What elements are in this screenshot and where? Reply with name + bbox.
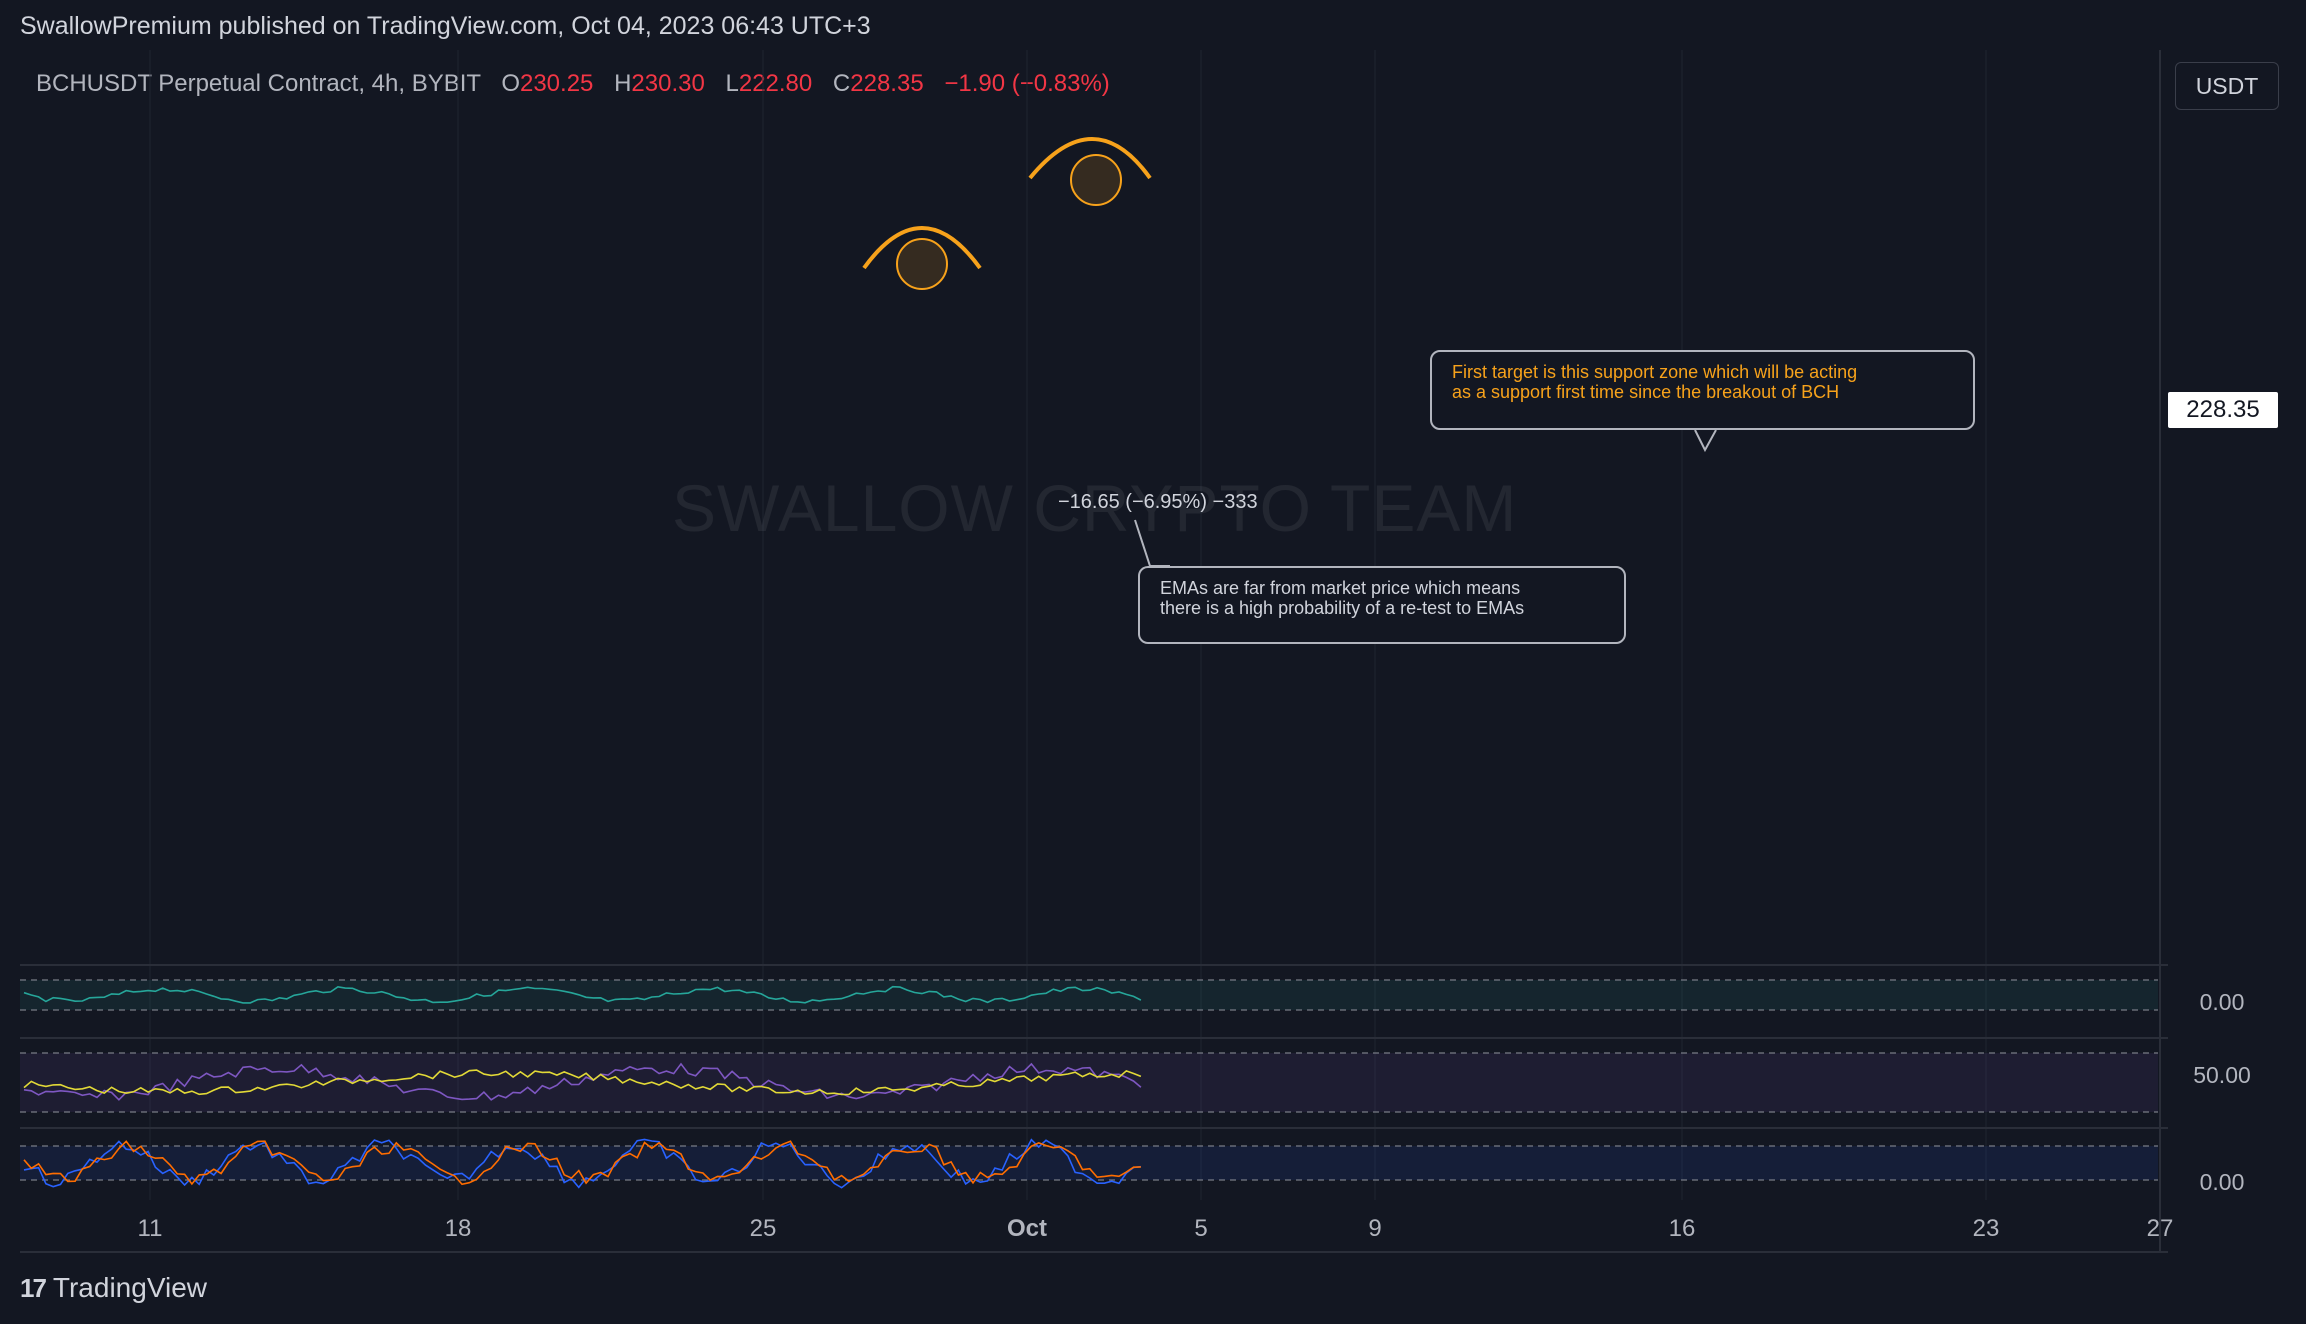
high-value: 230.30 — [631, 70, 705, 97]
x-tick-label: 9 — [1368, 1215, 1381, 1242]
rsi-line — [23, 1062, 1142, 1101]
close-value: 228.35 — [850, 70, 924, 97]
rsi-pane-band — [20, 1053, 2158, 1112]
published-by: SwallowPremium published on TradingView.… — [20, 12, 871, 40]
x-tick-label: Oct — [1007, 1215, 1047, 1242]
ema-note[interactable]: EMAs are far from market price which mea… — [1138, 566, 1626, 644]
open-label: O — [501, 70, 520, 97]
tradingview-brand: TradingView — [52, 1272, 208, 1303]
tradingview-logo[interactable]: 17 TradingView — [20, 1272, 207, 1304]
rsi-ma-line — [23, 1069, 1142, 1096]
watermark: SWALLOW CRYPTO TEAM — [672, 471, 1518, 545]
osc-axis-label: 0.00 — [2200, 989, 2245, 1015]
stoch-pane-band — [20, 1146, 2158, 1180]
x-tick-label: 25 — [750, 1215, 777, 1242]
x-tick-label: 27 — [2147, 1215, 2174, 1242]
low-label: L — [725, 70, 739, 97]
x-tick-label: 16 — [1669, 1215, 1696, 1242]
ema-note-line2: there is a high probability of a re-test… — [1160, 598, 1525, 618]
support-note-pointer — [1694, 429, 1717, 453]
stoch-k-line — [23, 1138, 1141, 1189]
ema-note-line1: EMAs are far from market price which mea… — [1160, 578, 1521, 598]
peak-arc — [862, 226, 982, 270]
stoch-axis-label: 0.00 — [2200, 1169, 2245, 1195]
peak-marker — [896, 238, 948, 290]
x-tick-label: 11 — [138, 1215, 163, 1242]
stoch-d-line — [23, 1140, 1141, 1186]
support-note-line2: as a support first time since the breako… — [1452, 382, 1840, 402]
currency-button[interactable]: USDT — [2175, 62, 2279, 110]
support-note-line1: First target is this support zone which … — [1452, 362, 1858, 382]
peak-arc — [1028, 137, 1152, 180]
symbol-title[interactable]: BCHUSDT Perpetual Contract, 4h, BYBIT — [36, 70, 481, 97]
osc-line — [23, 985, 1142, 1004]
osc-pane-band — [20, 980, 2158, 1010]
x-tick-label: 23 — [1973, 1215, 2000, 1242]
x-tick-label: 5 — [1194, 1215, 1207, 1242]
high-label: H — [614, 70, 632, 97]
x-tick-label: 18 — [445, 1215, 472, 1242]
support-note[interactable]: First target is this support zone which … — [1430, 350, 1975, 430]
last-price-tag: 228.35 — [2168, 392, 2278, 428]
peak-marker — [1070, 154, 1122, 206]
measure-label: −16.65 (−6.95%) −333 — [1058, 491, 1258, 513]
rsi-axis-label: 50.00 — [2193, 1062, 2251, 1088]
open-value: 230.25 — [519, 70, 594, 97]
change-value: −1.90 (−0.83%) — [944, 70, 1110, 97]
low-value: 222.80 — [738, 70, 813, 97]
symbol-legend: BCHUSDT Perpetual Contract, 4h, BYBIT O2… — [36, 70, 1110, 98]
close-label: C — [832, 70, 851, 97]
tradingview-logo-icon: 17 — [20, 1272, 47, 1303]
